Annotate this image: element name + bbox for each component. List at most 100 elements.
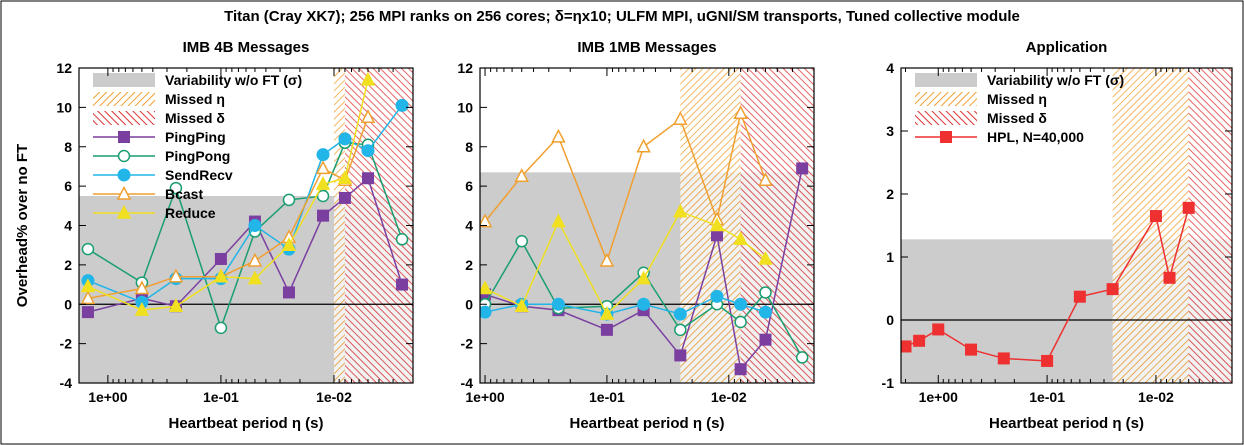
data-point xyxy=(997,352,1010,365)
x-tick-label: 1e-02 xyxy=(1138,389,1174,405)
legend-marker xyxy=(116,185,132,200)
data-point xyxy=(733,231,748,246)
legend-label: SendRecv xyxy=(165,167,233,183)
series-line xyxy=(484,168,803,371)
data-point xyxy=(168,298,184,312)
data-point xyxy=(515,235,528,248)
y-tick-label: 6 xyxy=(465,178,473,194)
legend-label: Bcast xyxy=(165,186,203,202)
y-tick-label: 0 xyxy=(886,312,894,328)
data-point xyxy=(247,270,263,285)
x-tick-label: 1e+00 xyxy=(88,389,128,405)
legend-swatch xyxy=(915,92,977,106)
data-point xyxy=(134,302,150,316)
plot-area xyxy=(480,68,814,383)
data-point xyxy=(1073,290,1086,303)
y-tick-label: 8 xyxy=(465,139,473,155)
y-axis-label: Overhead% over no FT xyxy=(14,144,31,307)
data-point xyxy=(709,217,725,232)
legend-swatch xyxy=(93,73,155,87)
y-tick-label: 6 xyxy=(64,178,72,194)
y-tick-label: 4 xyxy=(64,218,72,234)
legend-item: Missed η xyxy=(915,91,1047,107)
legend-item: Missed δ xyxy=(915,110,1047,126)
series-line xyxy=(87,104,403,304)
data-point xyxy=(636,270,651,285)
x-tick-label: 1e+00 xyxy=(919,389,959,405)
y-tick-label: 12 xyxy=(56,60,72,76)
x-tick-label: 1e-01 xyxy=(589,389,625,405)
data-point xyxy=(337,170,353,184)
data-point xyxy=(965,343,978,356)
data-point xyxy=(360,71,376,86)
y-tick-label: 2 xyxy=(64,257,72,273)
panel-3: Variability w/o FT (σ) Missed η Missed δ HP… xyxy=(882,39,1233,432)
y-tick-label: 2 xyxy=(886,186,894,202)
data-point xyxy=(758,250,773,265)
data-point xyxy=(80,278,96,293)
y-tick-label: 1 xyxy=(886,249,894,265)
data-point xyxy=(551,128,566,143)
data-point xyxy=(551,213,566,228)
x-tick-label: 1e-02 xyxy=(316,389,352,405)
legend-label: Reduce xyxy=(165,205,216,221)
data-point xyxy=(214,252,227,265)
data-point xyxy=(710,229,723,242)
legend-item: Variability w/o FT (σ) xyxy=(93,72,302,88)
y-tick-label: -4 xyxy=(60,375,73,391)
legend-item: HPL, N=40,000 xyxy=(915,129,1084,145)
panel-2: -4 -2 0 2 4 6 8 10 12 1e+00 1e-01 1e-02 IMB 1MB Mess… xyxy=(457,39,815,432)
series-bcast xyxy=(480,105,773,267)
data-point xyxy=(395,98,409,112)
y-tick-label: 2 xyxy=(465,257,473,273)
y-tick-label: -2 xyxy=(461,336,474,352)
y-tick-label: 10 xyxy=(56,99,72,115)
x-tick-label: 1e-01 xyxy=(203,389,239,405)
plot-area xyxy=(901,68,1232,383)
y-tick-label: 4 xyxy=(465,218,473,234)
panel-title: IMB 1MB Messages xyxy=(577,39,716,56)
x-axis-label: Heartbeat period η (s) xyxy=(569,415,724,432)
legend-marker xyxy=(117,168,131,182)
data-point xyxy=(759,286,772,299)
legend-label: Variability w/o FT (σ) xyxy=(165,72,302,88)
x-tick-label: 1e-01 xyxy=(1029,389,1065,405)
data-point xyxy=(796,162,809,175)
data-point xyxy=(316,189,330,203)
legend-item: PingPong xyxy=(93,148,230,164)
series-hpl-n-40-000 xyxy=(901,201,1195,367)
data-point xyxy=(1163,271,1176,284)
legend: Variability w/o FT (σ) Missed η Missed δ HP… xyxy=(915,72,1124,145)
data-point xyxy=(360,109,376,123)
data-point xyxy=(317,209,330,222)
missed-delta-region xyxy=(740,68,814,383)
data-point xyxy=(396,278,409,291)
data-point xyxy=(480,213,493,228)
data-point xyxy=(901,340,912,353)
legend-label: Missed δ xyxy=(165,110,225,126)
legend-marker xyxy=(118,131,130,143)
legend-label: Missed δ xyxy=(987,110,1047,126)
data-point xyxy=(733,105,748,120)
data-point xyxy=(1182,201,1195,214)
data-point xyxy=(673,203,688,218)
legend-item: Variability w/o FT (σ) xyxy=(915,72,1124,88)
series-line xyxy=(484,239,803,358)
figure-title: Titan (Cray XK7); 256 MPI ranks on 256 c… xyxy=(224,8,1020,25)
legend-label: Missed η xyxy=(987,91,1047,107)
y-tick-label: 0 xyxy=(465,296,473,312)
data-point xyxy=(674,323,687,337)
y-tick-label: 4 xyxy=(886,60,894,76)
data-point xyxy=(81,242,95,256)
missed-eta-region xyxy=(333,68,345,383)
data-point xyxy=(316,148,330,162)
legend-label: PingPing xyxy=(165,129,226,145)
missed-delta-region xyxy=(1188,68,1232,383)
panel-title: Application xyxy=(1026,39,1108,56)
data-point xyxy=(134,280,150,295)
data-point xyxy=(514,298,529,312)
data-point xyxy=(758,305,772,319)
legend-label: HPL, N=40,000 xyxy=(987,129,1084,145)
data-point xyxy=(673,111,688,125)
